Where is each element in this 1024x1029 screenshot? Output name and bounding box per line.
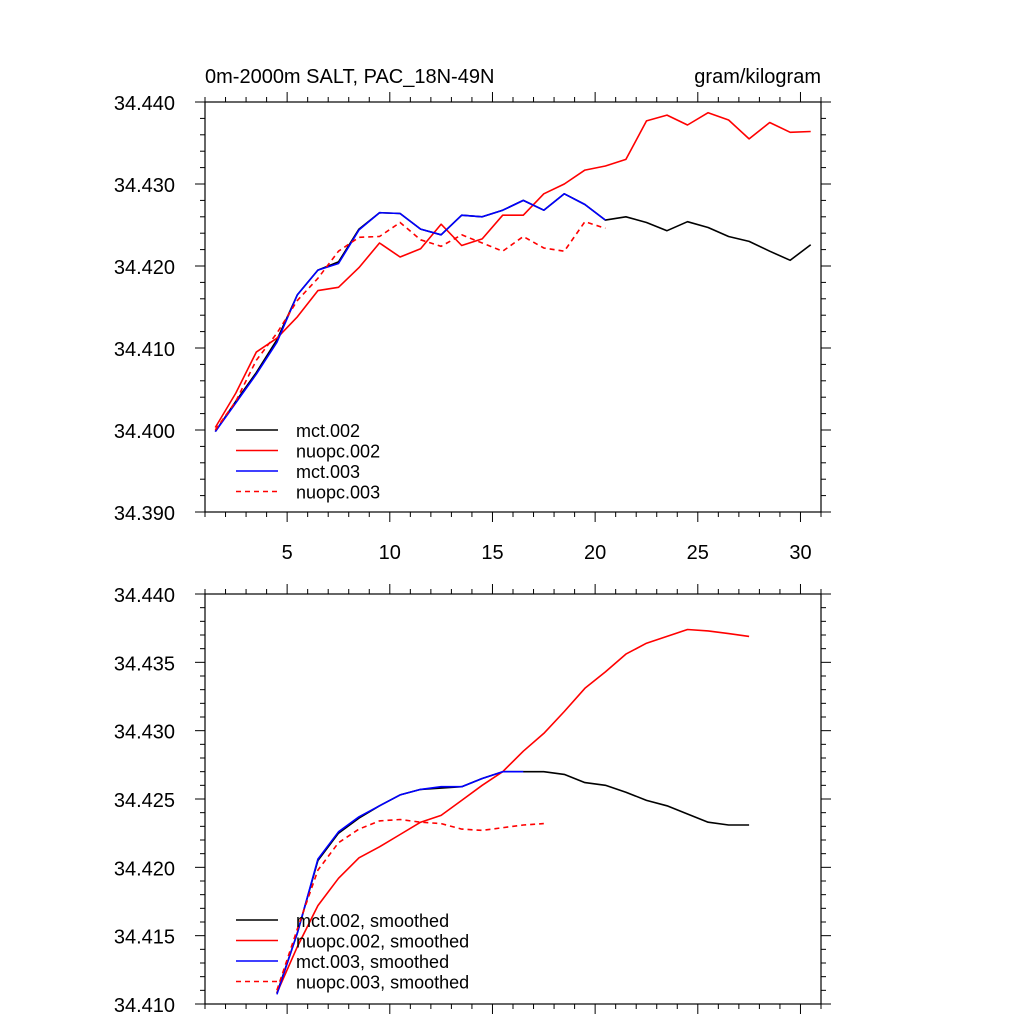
panel1-legend-label-2: nuopc.002 xyxy=(296,442,380,462)
panel2-series-line-4 xyxy=(276,818,544,991)
panel1-legend-label-1: mct.002 xyxy=(296,421,360,441)
panel1-series-line-4 xyxy=(214,220,606,431)
panel1-y-tick-label: 34.400 xyxy=(114,421,175,443)
panel2-series-line-2 xyxy=(276,628,750,994)
panel1-series-line-1 xyxy=(214,193,812,433)
panel1-x-tick-label: 20 xyxy=(584,542,606,564)
panel1-legend-label-4: nuopc.003 xyxy=(296,483,380,503)
panel2-y-tick-label: 34.420 xyxy=(114,858,175,880)
panel1-legend-label-3: mct.003 xyxy=(296,462,360,482)
panel1-series-line-2 xyxy=(214,111,811,428)
panel1-x-tick-label: 10 xyxy=(379,542,401,564)
panel2-y-tick-label: 34.410 xyxy=(114,995,175,1017)
panel1-y-tick-label: 34.390 xyxy=(114,503,175,525)
panel1-x-tick-label: 25 xyxy=(687,542,709,564)
panel2-series-line-3 xyxy=(276,770,524,995)
panel1-x-tick-label: 30 xyxy=(789,542,811,564)
panel2-y-tick-label: 34.425 xyxy=(114,790,175,812)
panel1-series-line-3 xyxy=(214,193,606,433)
panel2-legend-label-4: nuopc.003, smoothed xyxy=(296,973,469,993)
panel1-y-tick-label: 34.440 xyxy=(114,93,175,115)
panel2-y-tick-label: 34.415 xyxy=(114,927,175,949)
panel2-legend-label-2: nuopc.002, smoothed xyxy=(296,932,469,952)
panel2-y-tick-label: 34.435 xyxy=(114,653,175,675)
panel2-legend-label-1: mct.002, smoothed xyxy=(296,911,449,931)
panel2-y-tick-label: 34.440 xyxy=(114,585,175,607)
panel1-x-tick-label: 5 xyxy=(282,542,293,564)
panel1-y-tick-label: 34.410 xyxy=(114,339,175,361)
panel1-y-tick-label: 34.420 xyxy=(114,257,175,279)
chart-title: 0m-2000m SALT, PAC_18N-49N xyxy=(205,66,494,88)
panel2-legend-label-3: mct.003, smoothed xyxy=(296,952,449,972)
panel1-x-tick-label: 15 xyxy=(481,542,503,564)
panel1-y-tick-label: 34.430 xyxy=(114,175,175,197)
panel2-y-tick-label: 34.430 xyxy=(114,722,175,744)
chart-units: gram/kilogram xyxy=(694,66,821,88)
